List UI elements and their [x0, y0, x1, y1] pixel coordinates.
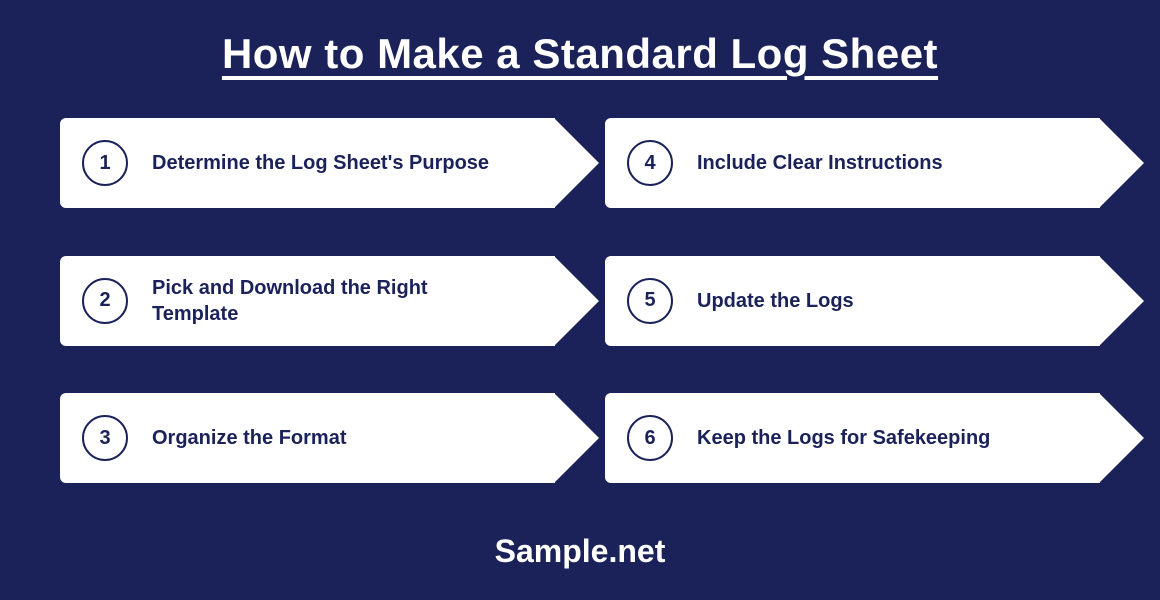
step-item: 6 Keep the Logs for Safekeeping — [605, 393, 1100, 483]
step-number-badge: 4 — [627, 140, 673, 186]
step-item: 5 Update the Logs — [605, 256, 1100, 346]
step-number-badge: 2 — [82, 278, 128, 324]
step-text: Update the Logs — [697, 288, 854, 314]
step-item: 4 Include Clear Instructions — [605, 118, 1100, 208]
step-item: 2 Pick and Download the Right Template — [60, 256, 555, 346]
footer-text: Sample.net — [495, 533, 666, 570]
step-text: Determine the Log Sheet's Purpose — [152, 150, 489, 176]
steps-container: 1 Determine the Log Sheet's Purpose 2 Pi… — [60, 118, 1100, 503]
step-text: Pick and Download the Right Template — [152, 275, 505, 327]
step-text: Organize the Format — [152, 425, 346, 451]
step-text: Include Clear Instructions — [697, 150, 943, 176]
step-item: 1 Determine the Log Sheet's Purpose — [60, 118, 555, 208]
infographic-title: How to Make a Standard Log Sheet — [222, 30, 938, 78]
step-text: Keep the Logs for Safekeeping — [697, 425, 990, 451]
step-number-badge: 6 — [627, 415, 673, 461]
step-item: 3 Organize the Format — [60, 393, 555, 483]
step-number-badge: 1 — [82, 140, 128, 186]
step-number-badge: 3 — [82, 415, 128, 461]
step-number-badge: 5 — [627, 278, 673, 324]
